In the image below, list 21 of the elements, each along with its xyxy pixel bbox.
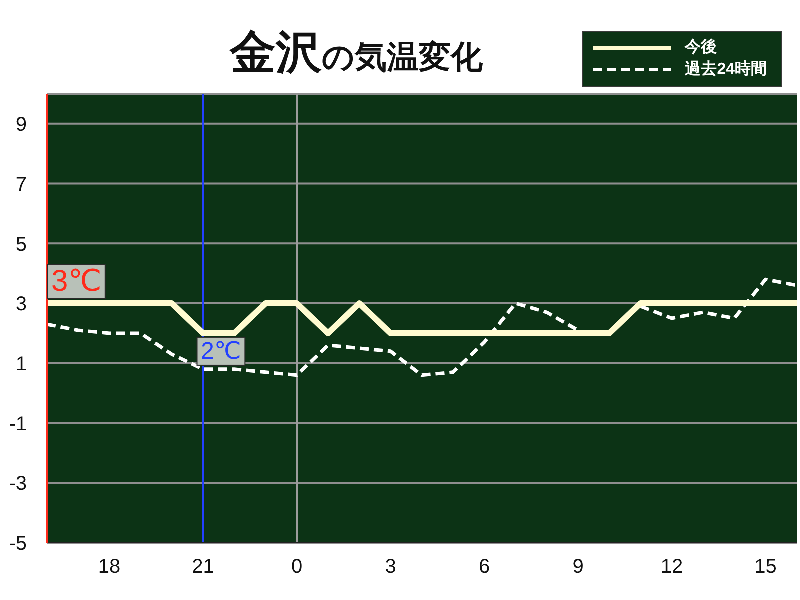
y-tick-label: 3 [16, 294, 27, 316]
y-tick-label: -5 [9, 533, 27, 556]
y-tick-label: 9 [16, 114, 27, 136]
x-tick-label: 9 [572, 556, 584, 578]
y-tick-label: 1 [16, 354, 27, 376]
x-tick-label: 12 [660, 556, 684, 578]
x-tick-label: 15 [754, 556, 777, 578]
x-tick-label: 3 [385, 556, 396, 578]
chart-title: 金沢の気温変化 [230, 26, 483, 78]
legend-label: 今後 [685, 38, 718, 58]
x-tick-label: 21 [192, 556, 214, 578]
x-tick-label: 18 [98, 556, 121, 578]
y-tick-label: -3 [9, 473, 27, 496]
annotation: 3℃ [52, 265, 102, 298]
y-tick-label: -1 [9, 413, 27, 436]
y-tick-label: 5 [16, 234, 27, 256]
annotation: 2℃ [201, 338, 242, 365]
legend-label: 過去24時間 [685, 60, 767, 80]
x-tick-label: 0 [291, 556, 303, 578]
x-tick-label: 6 [478, 556, 490, 578]
y-tick-label: 7 [16, 174, 27, 196]
